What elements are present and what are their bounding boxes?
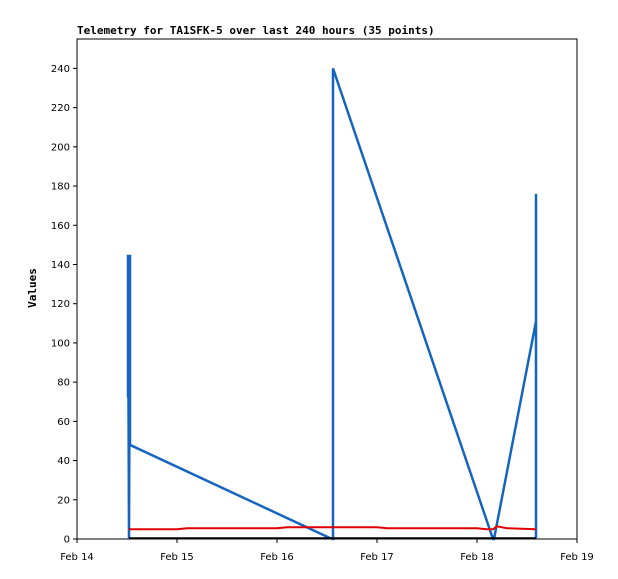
x-tick-label: Feb 15 — [160, 552, 194, 563]
series-line-0 — [126, 67, 538, 541]
y-tick-label: 140 — [51, 260, 70, 271]
y-tick-label: 60 — [57, 417, 70, 428]
y-tick-label: 200 — [51, 142, 70, 153]
x-tick-label: Feb 16 — [260, 552, 294, 563]
y-axis: 0 20 40 60 80 100 120 140 160 180 200 220 240 — [51, 64, 77, 546]
y-tick-label: 40 — [57, 456, 70, 467]
chart-title: Telemetry for TA1SFK-5 over last 240 hou… — [77, 24, 435, 37]
x-axis: Feb 14 Feb 15 Feb 16 Feb 17 Feb 18 Feb 19 — [60, 539, 594, 563]
x-tick-label: Feb 17 — [360, 552, 394, 563]
y-tick-label: 240 — [51, 64, 70, 75]
y-tick-label: 180 — [51, 182, 70, 193]
series-line-1 — [129, 525, 537, 531]
y-tick-label: 0 — [64, 535, 70, 546]
y-tick-label: 80 — [57, 378, 70, 389]
y-tick-label: 100 — [51, 338, 70, 349]
y-tick-label: 20 — [57, 495, 70, 506]
plot-area-frame — [76, 38, 578, 540]
y-tick-label: 160 — [51, 221, 70, 232]
x-tick-label: Feb 14 — [60, 552, 94, 563]
series-layer — [126, 67, 538, 541]
y-tick-label: 120 — [51, 299, 70, 310]
y-axis-label: Values — [26, 268, 39, 308]
x-tick-label: Feb 18 — [460, 552, 494, 563]
y-tick-label: 220 — [51, 103, 70, 114]
x-tick-label: Feb 19 — [560, 552, 594, 563]
